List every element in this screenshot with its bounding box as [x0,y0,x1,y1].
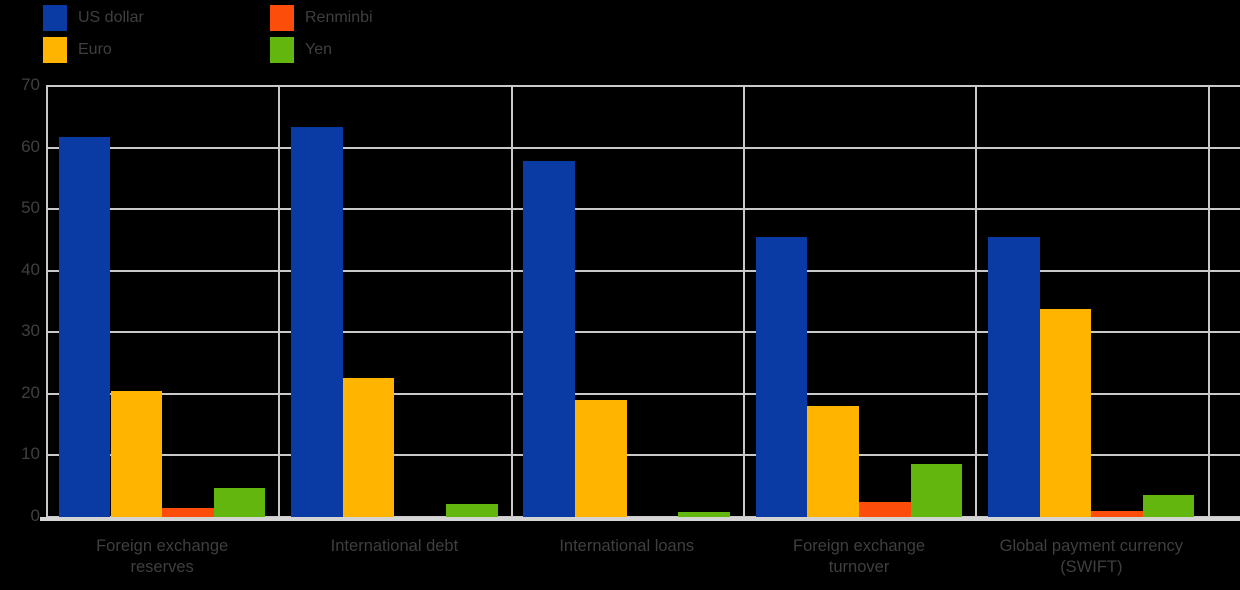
bar-yen [1142,495,1195,517]
bar-us-dollar [523,161,576,517]
bar-us-dollar [291,126,343,517]
legend-item-euro: Euro [43,37,112,63]
legend-label: Euro [78,41,112,58]
bar-renminbi [1091,511,1143,517]
bar-euro [110,390,163,517]
bar-group-4 [743,86,975,517]
panel-separator-1 [278,86,281,517]
bar-renminbi [162,508,214,517]
panel-separator-3 [742,86,745,517]
bar-renminbi [858,501,911,517]
gridline-y-50 [46,208,1240,211]
bar-group-5 [975,86,1207,517]
us-dollar-swatch-icon [43,5,67,31]
y-tick-label-30: 30 [21,321,40,341]
gridline-y-10 [46,454,1240,457]
plot-area [46,85,1240,518]
y-tick-label-60: 60 [21,136,40,156]
y-tick-label-0: 0 [30,506,40,525]
bar-euro [575,400,627,517]
category-label-1: Foreign exchange reserves [96,537,229,576]
yen-swatch-icon [270,37,294,63]
gridline-y-70 [46,85,1240,87]
bar-euro [1039,308,1092,517]
panel-separator-2 [510,86,513,517]
panel-separator-4 [975,86,978,517]
category-label-4: Foreign exchange turnover [793,537,926,576]
legend-label: Renminbi [305,9,373,26]
y-tick-label-40: 40 [21,259,40,279]
bar-group-3 [511,86,743,517]
legend-item-renminbi: Renminbi [270,5,373,31]
gridline-y-20 [46,392,1240,395]
legend-label: Yen [305,41,332,58]
legend-item-yen: Yen [270,37,332,63]
bar-us-dollar [58,136,111,517]
bar-group-2 [278,86,510,517]
gridline-y-40 [46,269,1240,272]
plot-left-border [46,86,48,517]
bar-yen [213,488,266,517]
bar-euro [807,406,859,517]
legend-label: US dollar [78,9,144,26]
bar-yen [678,512,730,517]
x-axis-line [40,517,1240,521]
y-tick-label-20: 20 [21,382,40,402]
legend-item-us-dollar: US dollar [43,5,144,31]
category-label-3: International loans [559,537,695,555]
bar-us-dollar [755,236,808,517]
y-tick-label-70: 70 [21,75,40,94]
category-label-2: International debt [330,537,459,555]
gridline-y-60 [46,146,1240,149]
euro-swatch-icon [43,37,67,63]
y-tick-label-50: 50 [21,198,40,218]
bar-group-1 [46,86,278,517]
bar-yen [910,464,963,517]
bar-yen [445,504,498,517]
category-label-5: Global payment currency (SWIFT) [999,537,1184,576]
panel-separator-5 [1207,86,1210,517]
bar-us-dollar [988,236,1040,517]
y-tick-label-10: 10 [21,444,40,464]
gridline-y-30 [46,331,1240,334]
renminbi-swatch-icon [270,5,294,31]
bar-euro [342,377,395,517]
